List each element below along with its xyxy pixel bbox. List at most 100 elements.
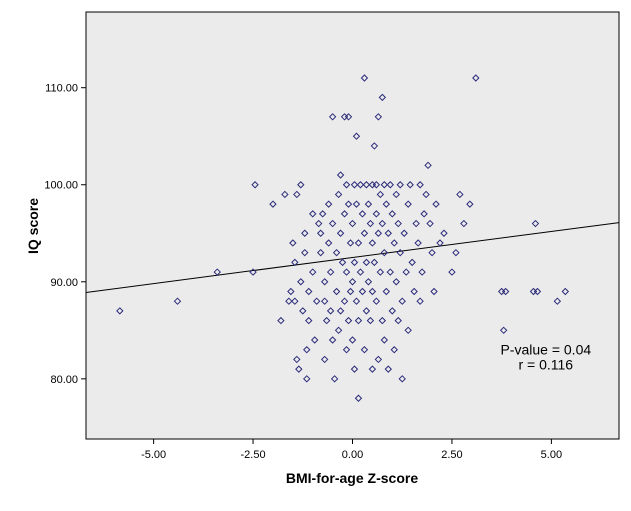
data-point [499, 326, 508, 335]
data-point [358, 287, 367, 296]
data-point [350, 181, 359, 189]
data-point [366, 219, 375, 228]
data-point [291, 258, 299, 267]
data-point [346, 287, 355, 296]
data-point [472, 74, 480, 82]
data-point [398, 375, 406, 383]
data-point [360, 74, 369, 82]
data-point [354, 316, 363, 325]
y-axis-ticks: 80.00 90.00 100.00 110.00 [44, 83, 86, 386]
data-point [301, 229, 309, 237]
data-point [372, 181, 381, 189]
data-point [416, 297, 424, 305]
data-point [426, 219, 434, 228]
data-point [328, 113, 337, 121]
data-point [352, 297, 361, 305]
data-point [394, 219, 402, 228]
data-point [277, 316, 285, 325]
data-point [390, 239, 398, 247]
x-axis-ticks: -5.00 -2.50 0.00 2.50 5.00 [141, 439, 562, 461]
data-point [366, 316, 375, 325]
data-point [342, 346, 351, 354]
data-point [334, 326, 343, 335]
data-point [396, 181, 404, 189]
data-point [376, 190, 385, 199]
data-point [289, 239, 297, 247]
data-point [392, 190, 400, 199]
data-point [424, 161, 432, 170]
data-point [334, 190, 343, 199]
data-point [416, 181, 424, 189]
data-point [309, 268, 317, 276]
data-point [354, 239, 363, 247]
data-point [305, 287, 313, 296]
data-point [380, 336, 389, 344]
data-point [287, 287, 295, 296]
data-point [390, 346, 398, 354]
data-point [414, 239, 422, 247]
data-point [436, 239, 444, 247]
data-point [348, 219, 357, 228]
data-point [332, 287, 341, 296]
x-tick-label: -5.00 [141, 449, 166, 461]
data-point [295, 365, 303, 373]
x-tick-label: 0.00 [342, 449, 363, 461]
data-point [324, 200, 333, 208]
data-point [501, 287, 510, 296]
data-point [340, 297, 349, 305]
data-point [301, 248, 309, 257]
data-point [364, 200, 373, 208]
data-point [344, 316, 353, 325]
data-point [346, 239, 355, 247]
data-point [422, 190, 430, 199]
data-point [533, 287, 542, 296]
data-point [281, 190, 289, 199]
data-point [384, 229, 393, 237]
data-point [374, 113, 383, 121]
data-point [358, 210, 367, 218]
data-point [322, 316, 331, 325]
data-point [380, 248, 389, 257]
data-point [368, 239, 377, 247]
data-point [303, 346, 311, 354]
data-point [350, 365, 359, 373]
data-point [350, 258, 359, 267]
data-point [362, 307, 371, 315]
data-point [354, 394, 363, 402]
data-point [440, 229, 448, 237]
data-point [362, 181, 371, 189]
x-axis-label: BMI-for-age Z-score [286, 470, 418, 486]
data-point [420, 210, 428, 218]
data-point [372, 210, 381, 218]
data-point [249, 268, 257, 276]
data-point [396, 248, 404, 257]
data-point [336, 307, 345, 315]
x-tick-label: 5.00 [541, 449, 562, 461]
regression-line [85, 222, 620, 293]
data-point [316, 229, 325, 237]
data-point [561, 287, 570, 296]
data-point [320, 297, 329, 305]
data-point [328, 219, 337, 228]
data-point [376, 268, 385, 276]
data-point [460, 219, 468, 228]
y-tick-label: 90.00 [50, 277, 78, 289]
data-point [303, 375, 311, 383]
data-point [466, 200, 474, 208]
data-point [213, 268, 221, 276]
data-point [394, 316, 402, 325]
data-point [398, 297, 406, 305]
data-point [412, 219, 420, 228]
points-layer [116, 74, 570, 402]
data-point [320, 278, 329, 286]
data-point [318, 210, 327, 218]
data-point [291, 297, 299, 305]
data-point [362, 258, 371, 267]
data-point [311, 336, 319, 344]
data-point [378, 316, 387, 325]
data-point [332, 248, 341, 257]
data-point [384, 365, 393, 373]
data-point [299, 307, 307, 315]
data-point [116, 307, 124, 315]
